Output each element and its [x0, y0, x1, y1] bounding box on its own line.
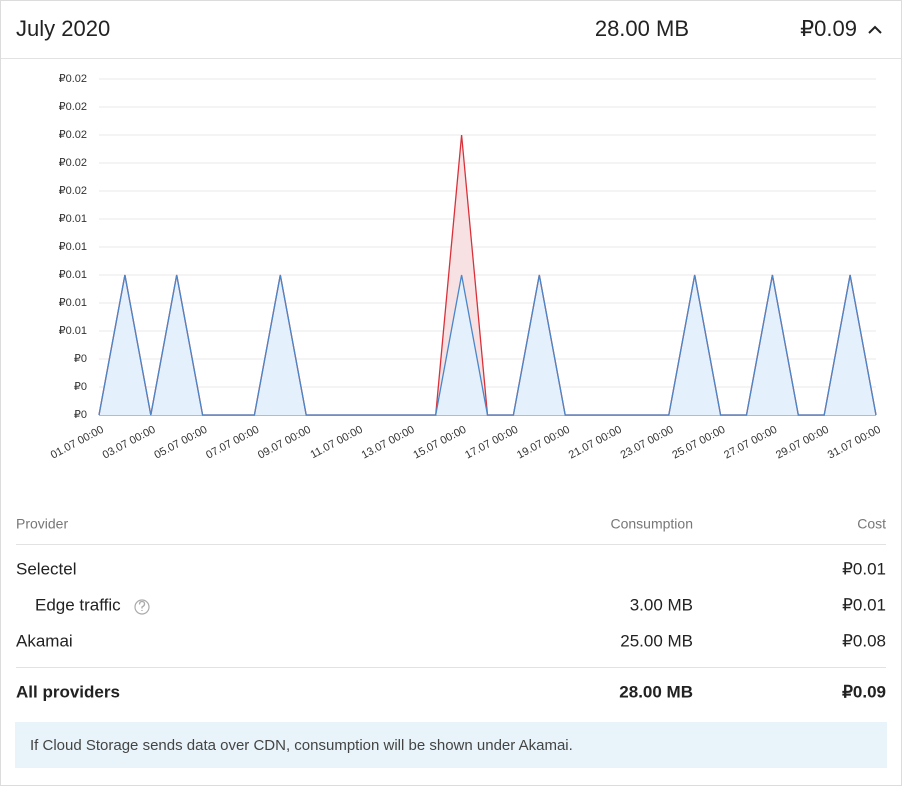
- y-tick-label: ₽0: [74, 381, 87, 393]
- info-box: [15, 722, 887, 768]
- total-provider: All providers: [16, 682, 120, 701]
- area-fill: [99, 275, 876, 415]
- cell-cost: ₽0.08: [842, 631, 886, 650]
- y-tick-label: ₽0.01: [59, 325, 87, 337]
- period: July 2020: [16, 16, 110, 41]
- y-tick-label: ₽0.02: [59, 185, 87, 197]
- cell-provider: Edge traffic: [35, 595, 121, 614]
- cell-consumption: 3.00 MB: [630, 595, 693, 614]
- collapse-chevron[interactable]: [868, 25, 882, 34]
- series-line: [98, 274, 877, 416]
- y-tick-label: ₽0: [74, 409, 87, 421]
- total-cost: ₽0.09: [842, 682, 886, 701]
- total-consumption: 28.00 MB: [619, 682, 693, 701]
- cell-provider: Akamai: [16, 631, 73, 650]
- column-header: Consumption: [611, 516, 694, 532]
- y-tick-label: ₽0.01: [59, 241, 87, 253]
- y-tick-label: ₽0.01: [59, 269, 87, 281]
- cell-cost: ₽0.01: [842, 595, 886, 614]
- info-note: If Cloud Storage sends data over CDN, co…: [30, 737, 573, 754]
- help-icon-mark: [138, 600, 146, 611]
- y-tick-label: ₽0.02: [59, 129, 87, 141]
- help-icon: [134, 599, 150, 615]
- column-header: Provider: [16, 516, 68, 532]
- y-tick-label: ₽0.01: [59, 213, 87, 225]
- total-consumption: 28.00 MB: [595, 16, 689, 41]
- y-tick-label: ₽0.02: [59, 157, 87, 169]
- y-tick-label: ₽0.01: [59, 297, 87, 309]
- cell-consumption: 25.00 MB: [620, 631, 693, 650]
- y-tick-label: ₽0: [74, 353, 87, 365]
- cell-provider: Selectel: [16, 559, 76, 578]
- y-tick-label: ₽0.02: [59, 101, 87, 113]
- y-tick-label: ₽0.02: [59, 73, 87, 85]
- column-header: Cost: [857, 516, 886, 532]
- cell-cost: ₽0.01: [842, 559, 886, 578]
- total-cost[interactable]: ₽0.09: [800, 16, 857, 41]
- table: Provider Consumption Cost Selectel ₽0.01 Edge…: [16, 516, 886, 701]
